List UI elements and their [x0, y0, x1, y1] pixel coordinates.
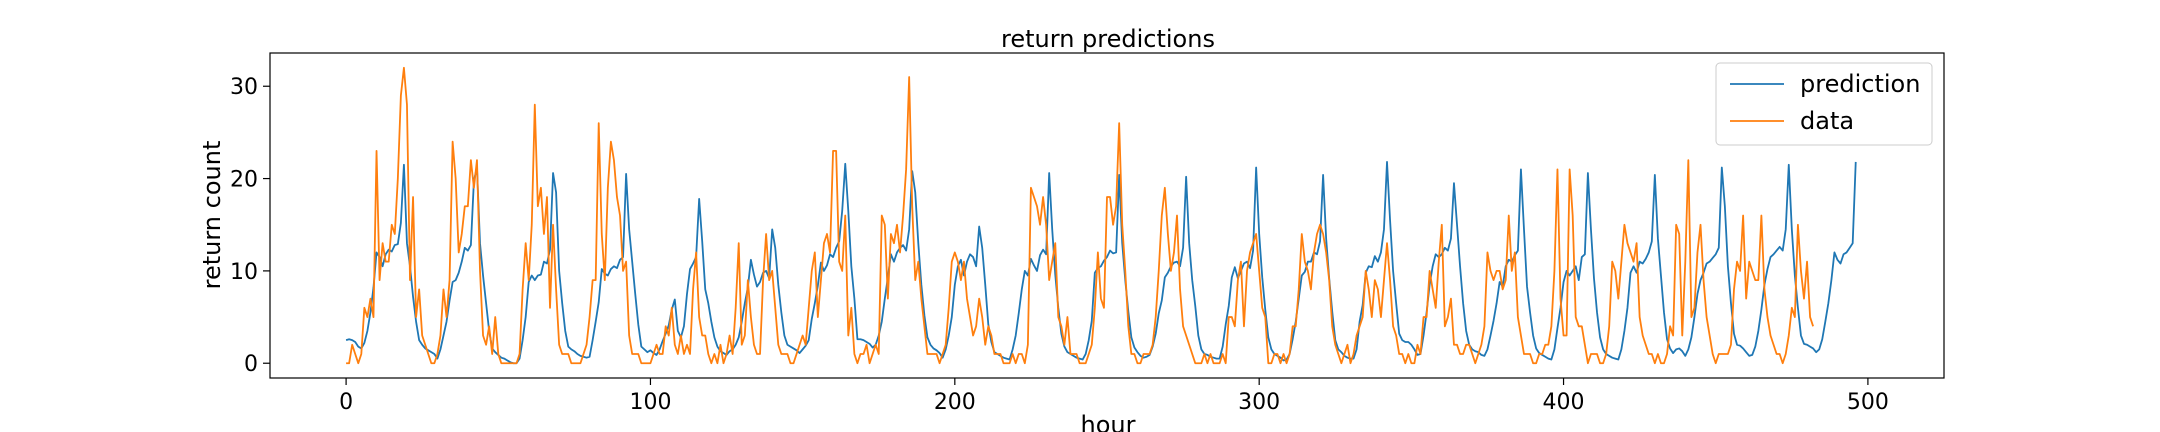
- y-tick-label: 0: [244, 352, 258, 377]
- legend-label-data: data: [1800, 107, 1854, 135]
- y-tick-label: 30: [230, 75, 258, 100]
- x-tick-label: 100: [629, 390, 671, 415]
- x-axis-label: hour: [1081, 411, 1136, 432]
- legend-label-prediction: prediction: [1800, 70, 1920, 98]
- x-tick-label: 500: [1847, 390, 1889, 415]
- x-axis: 0 100 200 300 400 500: [339, 378, 1889, 415]
- plot-area: [345, 66, 1857, 365]
- series-line-data: [346, 66, 1814, 365]
- y-tick-label: 20: [230, 168, 258, 193]
- y-axis-label: return count: [198, 141, 226, 290]
- x-tick-label: 400: [1543, 390, 1585, 415]
- x-tick-label: 300: [1238, 390, 1280, 415]
- axes-frame: [269, 52, 1945, 379]
- series-line-prediction: [345, 161, 1857, 365]
- y-tick-label: 10: [230, 260, 258, 285]
- legend: prediction data: [1715, 62, 1933, 146]
- y-axis: 0 10 20 30: [230, 75, 270, 377]
- x-tick-label: 0: [339, 390, 353, 415]
- x-tick-label: 200: [934, 390, 976, 415]
- chart-title: return predictions: [1001, 25, 1215, 53]
